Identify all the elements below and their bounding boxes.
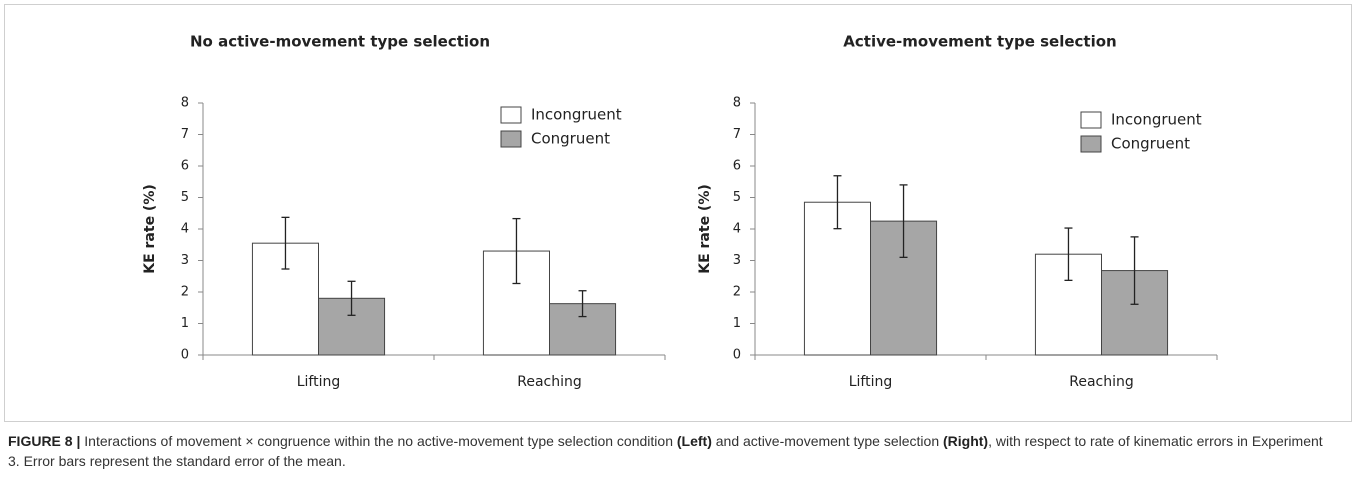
chart-title: Active-movement type selection bbox=[843, 33, 1116, 51]
figure-frame bbox=[4, 4, 1352, 422]
y-tick-label: 2 bbox=[733, 285, 741, 300]
error-bar bbox=[347, 280, 356, 316]
caption-text: and active-movement type selection bbox=[711, 433, 943, 449]
caption-text: Interactions of movement × congruence wi… bbox=[80, 433, 677, 449]
y-tick-label: 8 bbox=[181, 96, 189, 111]
y-tick-label: 6 bbox=[733, 159, 741, 174]
y-tick-label: 4 bbox=[733, 222, 741, 237]
y-axis-label: KE rate (%) bbox=[697, 184, 713, 274]
error-bar bbox=[899, 184, 908, 259]
error-bar bbox=[578, 290, 587, 318]
y-tick-label: 0 bbox=[181, 348, 189, 363]
legend-label: Incongruent bbox=[531, 106, 622, 124]
y-tick-label: 2 bbox=[181, 285, 189, 300]
charts: No active-movement type selection KE rate… bbox=[142, 33, 1218, 390]
y-tick-label: 5 bbox=[181, 190, 189, 205]
error-bar bbox=[512, 217, 521, 285]
y-tick-label: 0 bbox=[733, 348, 741, 363]
caption: FIGURE 8 | Interactions of movement × co… bbox=[8, 431, 1338, 471]
y-tick-label: 7 bbox=[733, 127, 741, 142]
caption-text: , with respect to rate of kinematic erro… bbox=[8, 433, 1323, 469]
y-tick-label: 8 bbox=[733, 96, 741, 111]
x-tick-label: Lifting bbox=[849, 374, 893, 390]
caption-bold: (Left) bbox=[676, 433, 712, 449]
y-axis-label: KE rate (%) bbox=[142, 184, 158, 274]
legend-label: Congruent bbox=[1111, 135, 1190, 153]
x-tick-label: Lifting bbox=[297, 374, 341, 390]
y-tick-label: 1 bbox=[733, 316, 741, 331]
legend-swatch bbox=[500, 130, 522, 148]
legend-swatch bbox=[1080, 135, 1102, 153]
y-tick-label: 3 bbox=[181, 253, 189, 268]
y-tick-label: 5 bbox=[733, 190, 741, 205]
y-tick-label: 7 bbox=[181, 127, 189, 142]
error-bar bbox=[833, 175, 842, 230]
chart-title: No active-movement type selection bbox=[190, 33, 490, 51]
x-tick-label: Reaching bbox=[517, 374, 582, 390]
error-bar bbox=[281, 216, 290, 270]
caption-bold: FIGURE 8 | bbox=[8, 433, 81, 449]
legend-label: Incongruent bbox=[1111, 111, 1202, 129]
error-bar bbox=[1064, 227, 1073, 281]
y-tick-label: 4 bbox=[181, 222, 189, 237]
bar bbox=[549, 303, 617, 356]
legend-swatch bbox=[1080, 111, 1102, 129]
error-bar bbox=[1130, 236, 1139, 305]
caption-bold: (Right) bbox=[943, 433, 989, 449]
y-tick-label: 3 bbox=[733, 253, 741, 268]
legend-label: Congruent bbox=[531, 130, 610, 148]
legend-swatch bbox=[500, 106, 522, 124]
y-tick-label: 1 bbox=[181, 316, 189, 331]
y-tick-label: 6 bbox=[181, 159, 189, 174]
x-tick-label: Reaching bbox=[1069, 374, 1134, 390]
